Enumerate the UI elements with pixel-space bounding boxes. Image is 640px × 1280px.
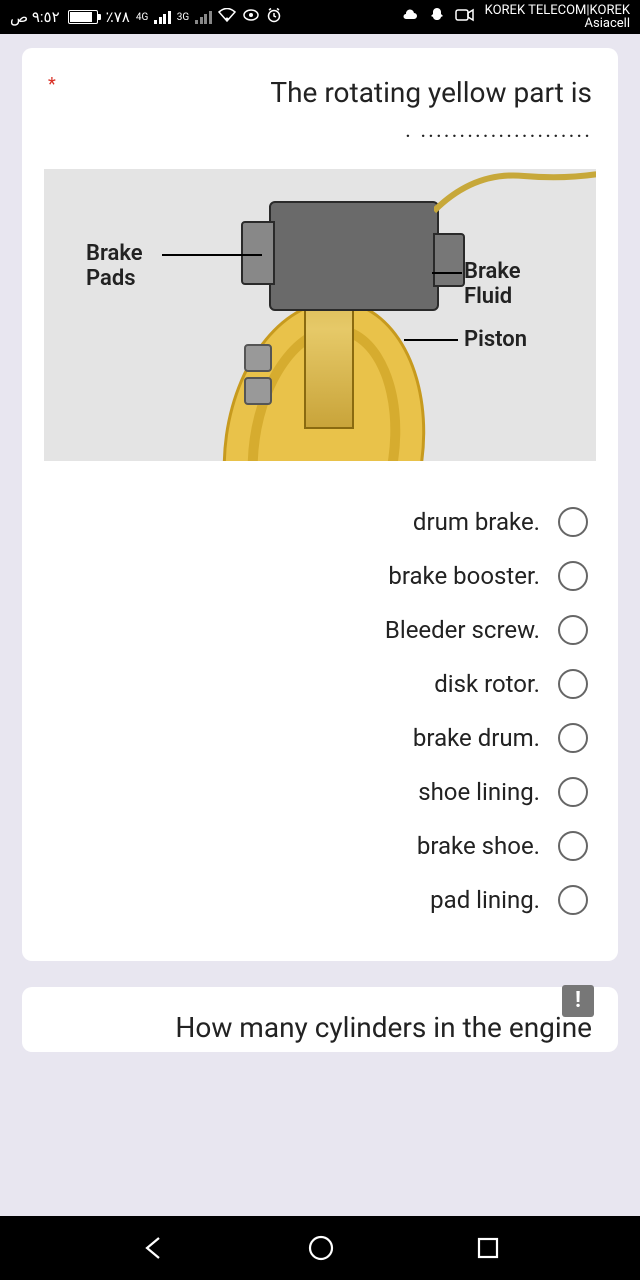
nav-recent-icon[interactable] [476,1236,500,1260]
option-pad-lining[interactable]: pad lining. [48,873,592,927]
radio-icon[interactable] [558,885,588,915]
question-card: * The rotating yellow part is . ........… [22,48,618,961]
android-nav-bar [0,1216,640,1280]
question-subtitle: . ...................... [48,118,592,143]
figure-bolt-2 [244,377,272,405]
radio-icon[interactable] [558,831,588,861]
radio-icon[interactable] [558,507,588,537]
figure-label-brake-pads: Brake Pads [86,241,143,292]
option-bleeder-screw[interactable]: Bleeder screw. [48,603,592,657]
figure-bolt-1 [244,344,272,372]
figure-line-brake-fluid [432,272,462,274]
option-brake-shoe[interactable]: brake shoe. [48,819,592,873]
option-brake-drum[interactable]: brake drum. [48,711,592,765]
video-icon [455,8,475,26]
figure-label-brake-fluid: Brake Fluid [464,259,521,310]
option-label: pad lining. [430,886,540,914]
option-brake-booster[interactable]: brake booster. [48,549,592,603]
required-mark: * [48,74,56,112]
alarm-icon [266,7,282,27]
next-question-title: How many cylinders in the engine [48,1011,592,1044]
question-figure: Brake Pads Brake Fluid Piston [44,169,596,461]
radio-icon[interactable] [558,669,588,699]
nav-home-icon[interactable] [307,1234,335,1262]
battery-text: ٪٧٨ [106,8,130,26]
option-label: brake booster. [388,562,540,590]
option-shoe-lining[interactable]: shoe lining. [48,765,592,819]
question-title: The rotating yellow part is [66,74,592,112]
radio-icon[interactable] [558,615,588,645]
option-label: brake shoe. [417,832,540,860]
cloud-icon [401,8,419,26]
status-time: ٩:٥٢ ص [10,8,60,26]
net1-label: 4G [136,12,148,23]
next-question-card: ! How many cylinders in the engine [22,987,618,1052]
option-label: drum brake. [413,508,540,536]
nav-back-icon[interactable] [141,1235,167,1261]
wifi-icon [218,8,236,26]
net2-label: 3G [177,12,189,23]
flag-badge[interactable]: ! [562,985,594,1017]
status-left: ٩:٥٢ ص ٪٧٨ 4G 3G [10,7,282,27]
option-label: shoe lining. [418,778,540,806]
figure-caliper [269,201,439,311]
figure-fluid-line [434,169,596,241]
carrier-block: KOREK TELECOM|KOREK Asiacell [485,4,630,30]
option-label: disk rotor. [434,670,540,698]
options-list: drum brake. brake booster. Bleeder screw… [48,495,592,927]
status-bar: ٩:٥٢ ص ٪٧٨ 4G 3G KOREK TELECOM|KOREK Asi… [0,0,640,34]
page-content: * The rotating yellow part is . ........… [0,48,640,1052]
option-disk-rotor[interactable]: disk rotor. [48,657,592,711]
carrier-bottom: Asiacell [585,17,630,30]
signal-1-icon [154,10,171,24]
figure-label-piston: Piston [464,327,527,352]
signal-2-icon [195,10,212,24]
figure-line-piston [404,339,458,341]
battery-icon [68,10,98,24]
radio-icon[interactable] [558,561,588,591]
option-label: brake drum. [413,724,540,752]
option-drum-brake[interactable]: drum brake. [48,495,592,549]
radio-icon[interactable] [558,723,588,753]
figure-line-brake-pads [162,254,262,256]
option-label: Bleeder screw. [385,616,540,644]
radio-icon[interactable] [558,777,588,807]
snapchat-icon [429,7,445,27]
eye-icon [242,8,260,26]
